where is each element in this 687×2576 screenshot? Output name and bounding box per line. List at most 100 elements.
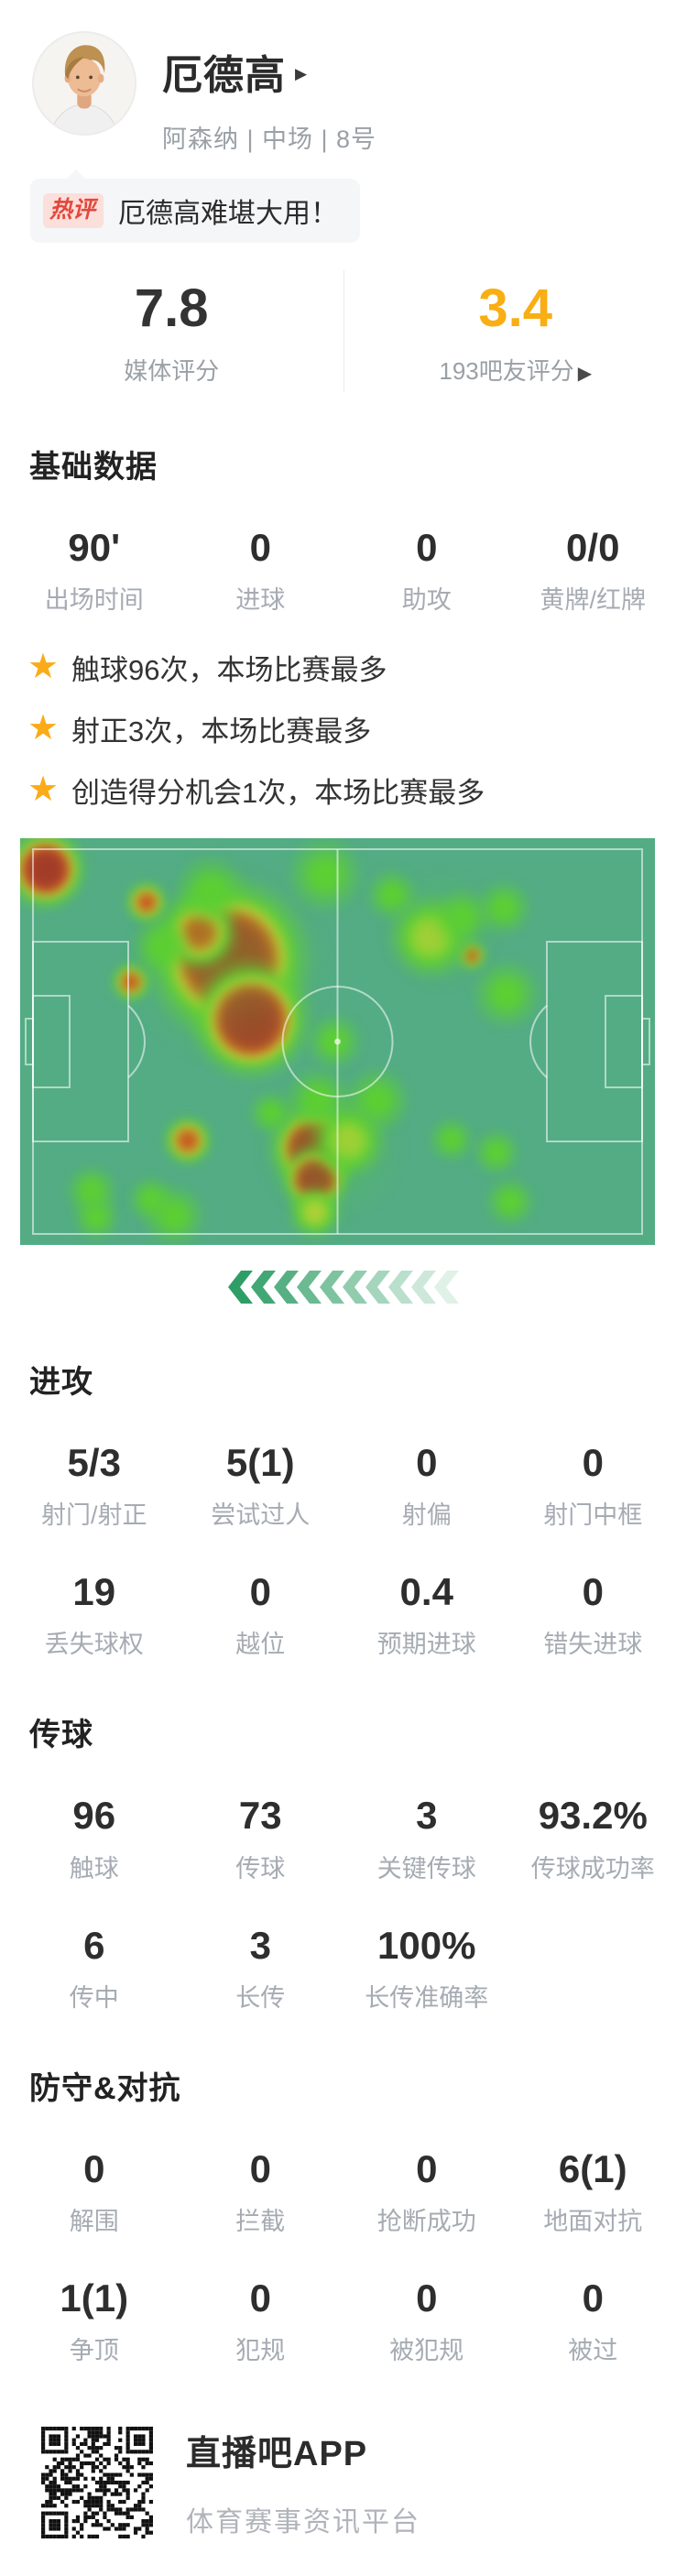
fans-rating[interactable]: 3.4 193吧友评分▶	[344, 270, 687, 392]
fans-rating-label: 193吧友评分▶	[344, 353, 687, 387]
stat-label: 犯规	[178, 2330, 344, 2366]
stat-label: 射门/射正	[11, 1495, 178, 1531]
chevron-right-icon: ▶	[578, 364, 592, 384]
chevron-left-icon	[388, 1271, 413, 1304]
stat-value: 6	[11, 1925, 178, 1967]
stat-value: 0	[510, 2277, 677, 2319]
stat-label: 触球	[11, 1849, 178, 1884]
stat-label: 射偏	[344, 1495, 510, 1531]
media-rating: 7.8 媒体评分	[0, 270, 344, 392]
footer-app-name: 直播吧APP	[186, 2425, 420, 2475]
highlights-list: ★触球96次，本场比赛最多★射正3次，本场比赛最多★创造得分机会1次，本场比赛最…	[0, 647, 687, 811]
stat-label: 拦截	[178, 2201, 344, 2237]
stat-value: 0	[178, 1571, 344, 1613]
stat-label: 长传准确率	[344, 1978, 510, 2014]
chevron-right-icon: ▶	[295, 65, 308, 83]
chevron-left-icon	[411, 1271, 436, 1304]
stat-label: 传中	[11, 1978, 178, 2014]
touch-heatmap	[20, 838, 655, 1245]
highlight-item: ★创造得分机会1次，本场比赛最多	[27, 770, 687, 811]
stat-value: 19	[11, 1571, 178, 1613]
avatar-illustration	[34, 33, 135, 134]
hot-comment-text: 厄德高难堪大用！	[118, 191, 338, 231]
stat-label: 尝试过人	[178, 1495, 344, 1531]
stat-value: 0	[344, 2277, 510, 2319]
stat-label: 预期进球	[344, 1624, 510, 1660]
stat-value: 73	[178, 1795, 344, 1837]
team-position-line: 阿森纳 | 中场 | 8号	[162, 119, 376, 155]
stat-cell: 6(1) 地面对抗	[510, 2148, 677, 2237]
highlight-text: 创造得分机会1次，本场比赛最多	[71, 770, 485, 811]
player-header: 厄德高 ▶ 阿森纳 | 中场 | 8号	[0, 0, 687, 155]
player-name-row[interactable]: 厄德高 ▶	[162, 42, 376, 101]
section-title: 传球	[0, 1709, 687, 1754]
stat-label: 出场时间	[11, 580, 178, 616]
stat-label: 助攻	[344, 580, 510, 616]
stat-value: 96	[11, 1795, 178, 1837]
footer: 直播吧APP 体育赛事资讯平台	[41, 2425, 687, 2539]
star-icon: ★	[27, 649, 71, 684]
stat-cell: 1(1)争顶	[11, 2277, 178, 2366]
stat-cell: 0 解围	[11, 2148, 178, 2237]
chevron-left-icon	[251, 1271, 276, 1304]
media-rating-label: 媒体评分	[0, 353, 344, 387]
chevron-left-icon	[228, 1271, 253, 1304]
stat-label: 丢失球权	[11, 1624, 178, 1660]
stat-label: 传球成功率	[510, 1849, 677, 1884]
star-icon: ★	[27, 711, 71, 746]
highlight-text: 射正3次，本场比赛最多	[71, 708, 371, 749]
stat-label: 地面对抗	[510, 2201, 677, 2237]
stat-label: 黄牌/红牌	[510, 580, 677, 616]
highlight-text: 触球96次，本场比赛最多	[71, 647, 387, 688]
stat-cell: 96 触球	[11, 1795, 178, 1883]
chevron-left-icon	[434, 1271, 459, 1304]
stat-label: 抢断成功	[344, 2201, 510, 2237]
chevron-left-icon	[320, 1271, 344, 1304]
ratings-row: 7.8 媒体评分 3.4 193吧友评分▶	[0, 270, 687, 392]
stat-label: 传球	[178, 1849, 344, 1884]
section-title: 防守&对抗	[0, 2063, 687, 2108]
chevron-left-icon	[274, 1271, 299, 1304]
stat-value: 0	[344, 527, 510, 569]
footer-tagline: 体育赛事资讯平台	[186, 2499, 420, 2539]
fans-rating-label-text: 193吧友评分	[439, 357, 573, 385]
stat-value: 0	[178, 2148, 344, 2190]
stat-label: 越位	[178, 1624, 344, 1660]
stat-value: 3	[178, 1925, 344, 1967]
stat-label: 解围	[11, 2201, 178, 2237]
stat-value: 0	[11, 2148, 178, 2190]
pitch-lines	[20, 838, 655, 1245]
section-title: 基础数据	[0, 442, 687, 486]
stat-cell: 19 丢失球权	[11, 1571, 178, 1660]
stat-cell: 0 被过	[510, 2277, 677, 2366]
stat-label: 进球	[178, 580, 344, 616]
hot-comment-bubble: 热评 厄德高难堪大用！	[30, 179, 360, 243]
stat-value: 100%	[344, 1925, 510, 1967]
stat-label: 错失进球	[510, 1624, 677, 1660]
stat-label: 争顶	[11, 2330, 178, 2366]
player-name: 厄德高	[162, 42, 286, 101]
stat-cell: 0 越位	[178, 1571, 344, 1660]
stat-label: 被过	[510, 2330, 677, 2366]
stat-cell: 5(1)尝试过人	[178, 1442, 344, 1531]
stat-label: 射门中框	[510, 1495, 677, 1531]
fans-rating-value: 3.4	[344, 279, 687, 338]
star-icon: ★	[27, 772, 71, 807]
stat-cell: 0 助攻	[344, 527, 510, 616]
stat-value: 6(1)	[510, 2148, 677, 2190]
stat-cell: 90'出场时间	[11, 527, 178, 616]
stat-value: 93.2%	[510, 1795, 677, 1837]
